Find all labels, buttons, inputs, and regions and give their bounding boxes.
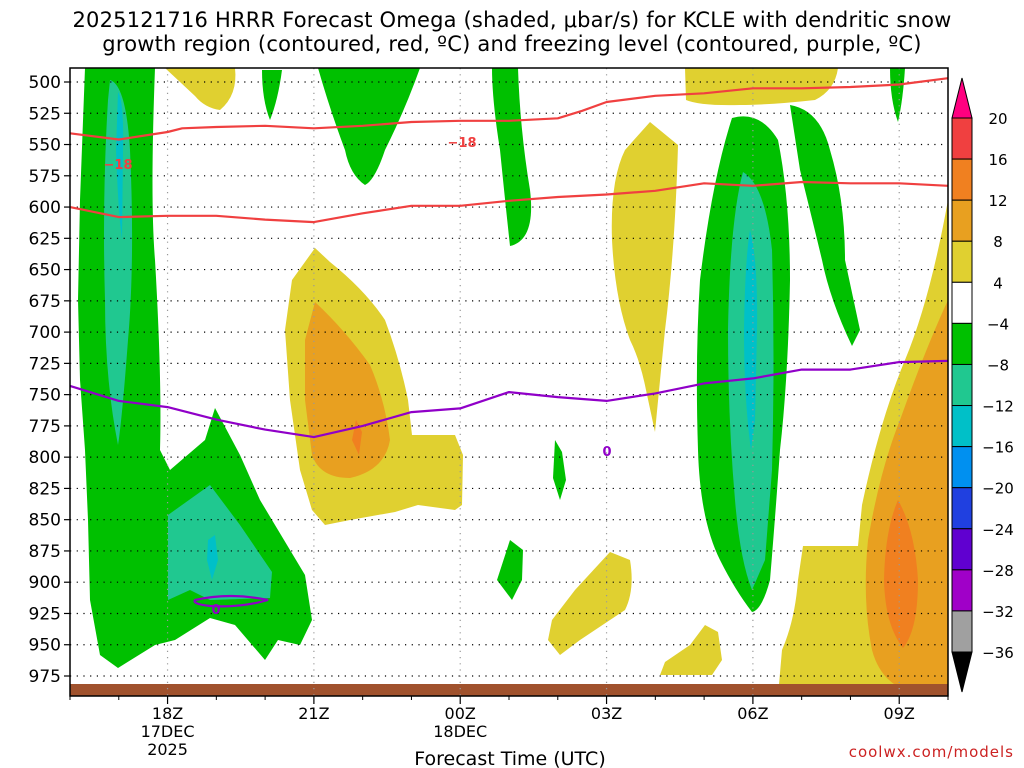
credit-text: coolwx.com/models (848, 743, 1014, 761)
colorbar-label-9: −20 (982, 480, 1014, 498)
contour-line-0 (69, 77, 949, 141)
colorbar-swatch-7 (951, 363, 973, 407)
colorbar-label-0: 20 (988, 110, 1007, 128)
omega-yellow-lower-03z (548, 552, 632, 655)
y-tick-label-700: 700 (29, 323, 61, 343)
colorbar-swatch-2 (951, 158, 973, 201)
ground-terrain-strip (70, 684, 948, 696)
omega-teal-lower-left (168, 485, 272, 600)
y-tick-label-950: 950 (29, 636, 61, 656)
omega-green-strip-01z (492, 68, 532, 246)
y-tick-label-850: 850 (29, 511, 61, 531)
y-tick-label-925: 925 (29, 604, 61, 624)
contour-label-snow-1: −18 (104, 158, 133, 173)
omega-yellow-lower-04z (660, 625, 722, 675)
colorbar-swatch-6 (951, 322, 973, 365)
colorbar-label-11: −28 (982, 562, 1014, 580)
colorbar-swatch-11 (951, 528, 973, 571)
plot-frame (69, 67, 949, 697)
colorbar-swatch-10 (951, 487, 973, 530)
colorbar-swatch-4 (951, 240, 973, 283)
y-tick-label-875: 875 (29, 542, 61, 562)
chart-title-line1: 2025121716 HRRR Forecast Omega (shaded, … (72, 8, 952, 32)
contour-line-2 (69, 359, 949, 439)
omega-orange-right-bottom (884, 500, 918, 648)
x-tick-label-1-0: 21Z (298, 704, 329, 723)
x-tick-label-3-0: 03Z (591, 704, 622, 723)
omega-green-top-center (318, 68, 420, 185)
x-tick-label-0-2: 2025 (147, 740, 188, 759)
colorbar-label-10: −24 (982, 521, 1014, 539)
colorbar-label-5: −4 (987, 315, 1009, 333)
colorbar-swatch-9 (951, 446, 973, 489)
omega-green-strip-20z (262, 70, 282, 120)
colorbar-swatch-12 (951, 569, 973, 612)
contour-label-snow-2: −18 (448, 136, 477, 151)
colorbar-swatch-8 (951, 405, 973, 448)
x-axis-title: Forecast Time (UTC) (414, 748, 605, 768)
omega-green-far-right (890, 68, 905, 122)
omega-cyan-left-streak (116, 92, 124, 240)
colorbar-swatch-5 (951, 281, 973, 324)
y-tick-label-975: 975 (29, 667, 61, 687)
colorbar-swatch-3 (951, 199, 973, 242)
colorbar-label-13: −36 (982, 644, 1014, 662)
y-tick-label-500: 500 (29, 73, 61, 93)
y-tick-label-625: 625 (29, 229, 61, 249)
y-tick-label-675: 675 (29, 292, 61, 312)
colorbar-swatch-13 (951, 610, 973, 653)
omega-cyan-lower-left (207, 535, 218, 580)
colorbar-label-2: 12 (988, 192, 1007, 210)
omega-green-dot-02z (553, 440, 566, 500)
omega-shading (78, 68, 948, 696)
contour-line-1 (69, 180, 949, 224)
omega-yellow-top (165, 68, 236, 110)
y-axis: 500 525 550 575 600 625 650 675 700 725 750 775 800 8… (29, 73, 70, 687)
y-tick-label-775: 775 (29, 417, 61, 437)
omega-yellow-column-03z (611, 122, 678, 432)
y-tick-label-525: 525 (29, 104, 61, 124)
x-tick-label-0-0: 18Z (152, 704, 183, 723)
colorbar-bottom-arrow (951, 651, 973, 693)
y-tick-label-650: 650 (29, 261, 61, 281)
omega-green-left-column (78, 68, 312, 668)
colorbar-swatch-1 (951, 117, 973, 160)
colorbar-label-12: −32 (982, 603, 1014, 621)
x-tick-label-2-1: 18DEC (433, 722, 487, 741)
y-tick-label-750: 750 (29, 386, 61, 406)
omega-green-right-arm (790, 105, 860, 346)
y-tick-label-550: 550 (29, 136, 61, 156)
x-tick-label-2-0: 00Z (445, 704, 476, 723)
y-tick-label-600: 600 (29, 198, 61, 218)
colorbar-label-6: −8 (987, 356, 1009, 374)
y-tick-label-800: 800 (29, 448, 61, 468)
freezing-loop-19z (193, 594, 269, 608)
y-tick-label-825: 825 (29, 479, 61, 499)
y-tick-label-575: 575 (29, 167, 61, 187)
y-tick-label-725: 725 (29, 354, 61, 374)
colorbar-label-8: −16 (982, 439, 1014, 457)
y-tick-label-900: 900 (29, 573, 61, 593)
x-tick-label-4-0: 06Z (737, 704, 768, 723)
omega-teal-left-column (104, 80, 133, 445)
omega-yellow-top-right (685, 68, 838, 106)
contour-label-freezing-1: 0 (602, 445, 611, 460)
colorbar-label-3: 8 (993, 233, 1003, 251)
colorbar-label-7: −12 (982, 398, 1014, 416)
chart-title-line2: growth region (contoured, red, ºC) and f… (102, 32, 922, 56)
x-tick-label-5-0: 09Z (884, 704, 915, 723)
colorbar-label-4: 4 (993, 274, 1003, 292)
omega-green-dot-01z (497, 540, 523, 600)
colorbar-top-arrow (951, 77, 973, 119)
x-tick-label-0-1: 17DEC (141, 722, 195, 741)
chart-title: 2025121716 HRRR Forecast Omega (shaded, … (0, 8, 1024, 56)
contour-lines: −18 −18 0 0 (69, 77, 949, 618)
contour-label-freezing-2: 0 (211, 603, 220, 618)
colorbar-label-1: 16 (988, 151, 1007, 169)
colorbar: 20 16 12 8 4 −4 −8 −12 −16 −20 −24 −28 −32 −36 (951, 77, 1014, 693)
